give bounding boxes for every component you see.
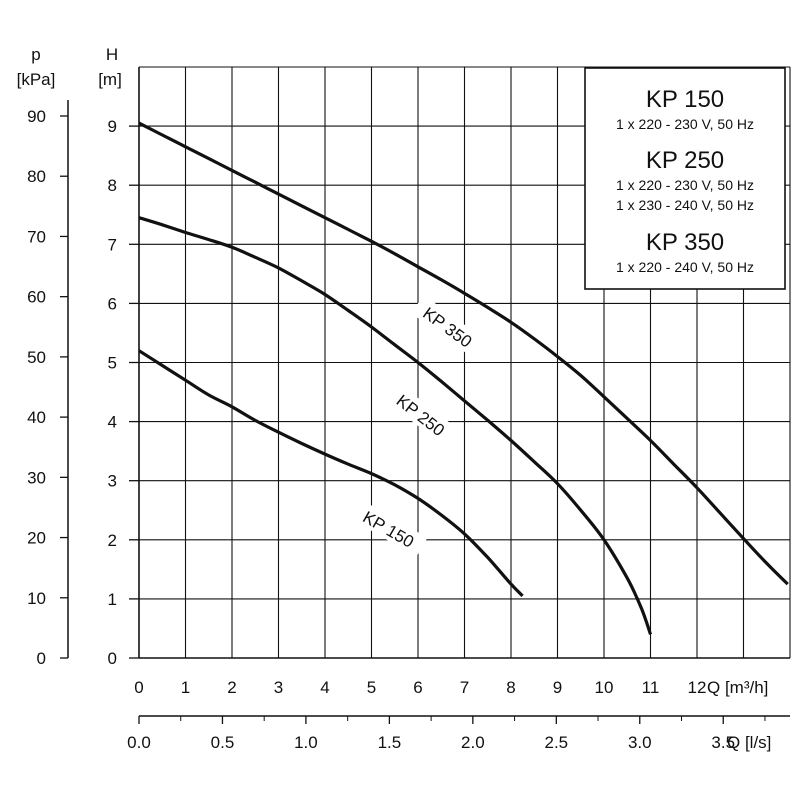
flow-m3h-axis-label: Q [m³/h] [707, 678, 768, 697]
pressure-tick-label: 0 [37, 649, 46, 668]
legend-model-kp250: KP 250 [646, 147, 724, 174]
pressure-axis-title: p [31, 45, 40, 64]
legend-voltage-kp250-2: 1 x 230 - 240 V, 50 Hz [616, 197, 754, 213]
head-tick-label: 5 [108, 354, 117, 373]
flow-m3h-tick-label: 7 [460, 678, 469, 697]
legend-box [584, 67, 786, 290]
curve-label-bg-kp350 [410, 295, 486, 358]
curve-kp150 [138, 349, 524, 598]
legend-voltage-kp350: 1 x 220 - 240 V, 50 Hz [616, 259, 754, 275]
flow-ls-axis-label: Q [l/s] [727, 733, 771, 752]
flow-m3h-tick-label: 6 [413, 678, 422, 697]
pressure-tick-label: 20 [27, 529, 46, 548]
head-tick-label: 9 [108, 117, 117, 136]
pressure-axis-unit: [kPa] [17, 70, 56, 89]
head-tick-label: 1 [108, 590, 117, 609]
flow-m3h-tick-label: 12 [688, 678, 707, 697]
legend: KP 150 1 x 220 - 230 V, 50 Hz KP 250 1 x… [584, 67, 786, 290]
curve-kp350 [138, 121, 789, 586]
flow-m3h-tick-label: 3 [274, 678, 283, 697]
curve-label-kp150: KP 150 [359, 507, 417, 551]
flow-m3h-tick-label: 10 [595, 678, 614, 697]
flow-ls-tick-label: 3.5 [711, 733, 735, 752]
flow-m3h-tick-label: 9 [553, 678, 562, 697]
flow-ls-tick-label: 0.0 [127, 733, 151, 752]
curve-label-bg-kp150 [350, 499, 428, 557]
flow-m3h-tick-label: 5 [367, 678, 376, 697]
legend-model-kp150: KP 150 [646, 86, 724, 113]
flow-m3h-tick-label: 4 [320, 678, 329, 697]
head-tick-label: 6 [108, 294, 117, 313]
curves [138, 121, 789, 635]
head-tick-label: 3 [108, 472, 117, 491]
legend-model-kp350: KP 350 [646, 229, 724, 256]
flow-m3h-tick-label: 0 [134, 678, 143, 697]
curve-kp250 [138, 216, 653, 635]
head-tick-label: 7 [108, 235, 117, 254]
pressure-tick-label: 70 [27, 227, 46, 246]
legend-voltage-kp150: 1 x 220 - 230 V, 50 Hz [616, 116, 754, 132]
head-tick-label: 2 [108, 531, 117, 550]
pressure-tick-label: 40 [27, 408, 46, 427]
curve-label-bg-kp250 [384, 382, 458, 447]
pressure-tick-label: 50 [27, 348, 46, 367]
legend-voltage-kp250-1: 1 x 220 - 230 V, 50 Hz [616, 177, 754, 193]
flow-ls-tick-label: 3.0 [628, 733, 652, 752]
head-tick-label: 8 [108, 176, 117, 195]
flow-m3h-tick-label: 1 [181, 678, 190, 697]
pressure-tick-label: 60 [27, 288, 46, 307]
head-axis-unit: [m] [98, 70, 122, 89]
pressure-tick-label: 30 [27, 468, 46, 487]
head-tick-label: 0 [108, 649, 117, 668]
flow-ls-tick-label: 2.5 [544, 733, 568, 752]
flow-ls-tick-label: 1.5 [378, 733, 402, 752]
flow-ls-tick-label: 2.0 [461, 733, 485, 752]
flow-m3h-tick-label: 2 [227, 678, 236, 697]
pressure-tick-label: 80 [27, 167, 46, 186]
head-axis-title: H [106, 45, 118, 64]
pressure-tick-label: 90 [27, 107, 46, 126]
flow-ls-tick-label: 1.0 [294, 733, 318, 752]
head-tick-label: 4 [108, 413, 117, 432]
flow-m3h-tick-label: 8 [506, 678, 515, 697]
flow-m3h-tick-label: 11 [642, 678, 660, 697]
flow-ls-tick-label: 0.5 [211, 733, 235, 752]
pressure-tick-label: 10 [27, 589, 46, 608]
